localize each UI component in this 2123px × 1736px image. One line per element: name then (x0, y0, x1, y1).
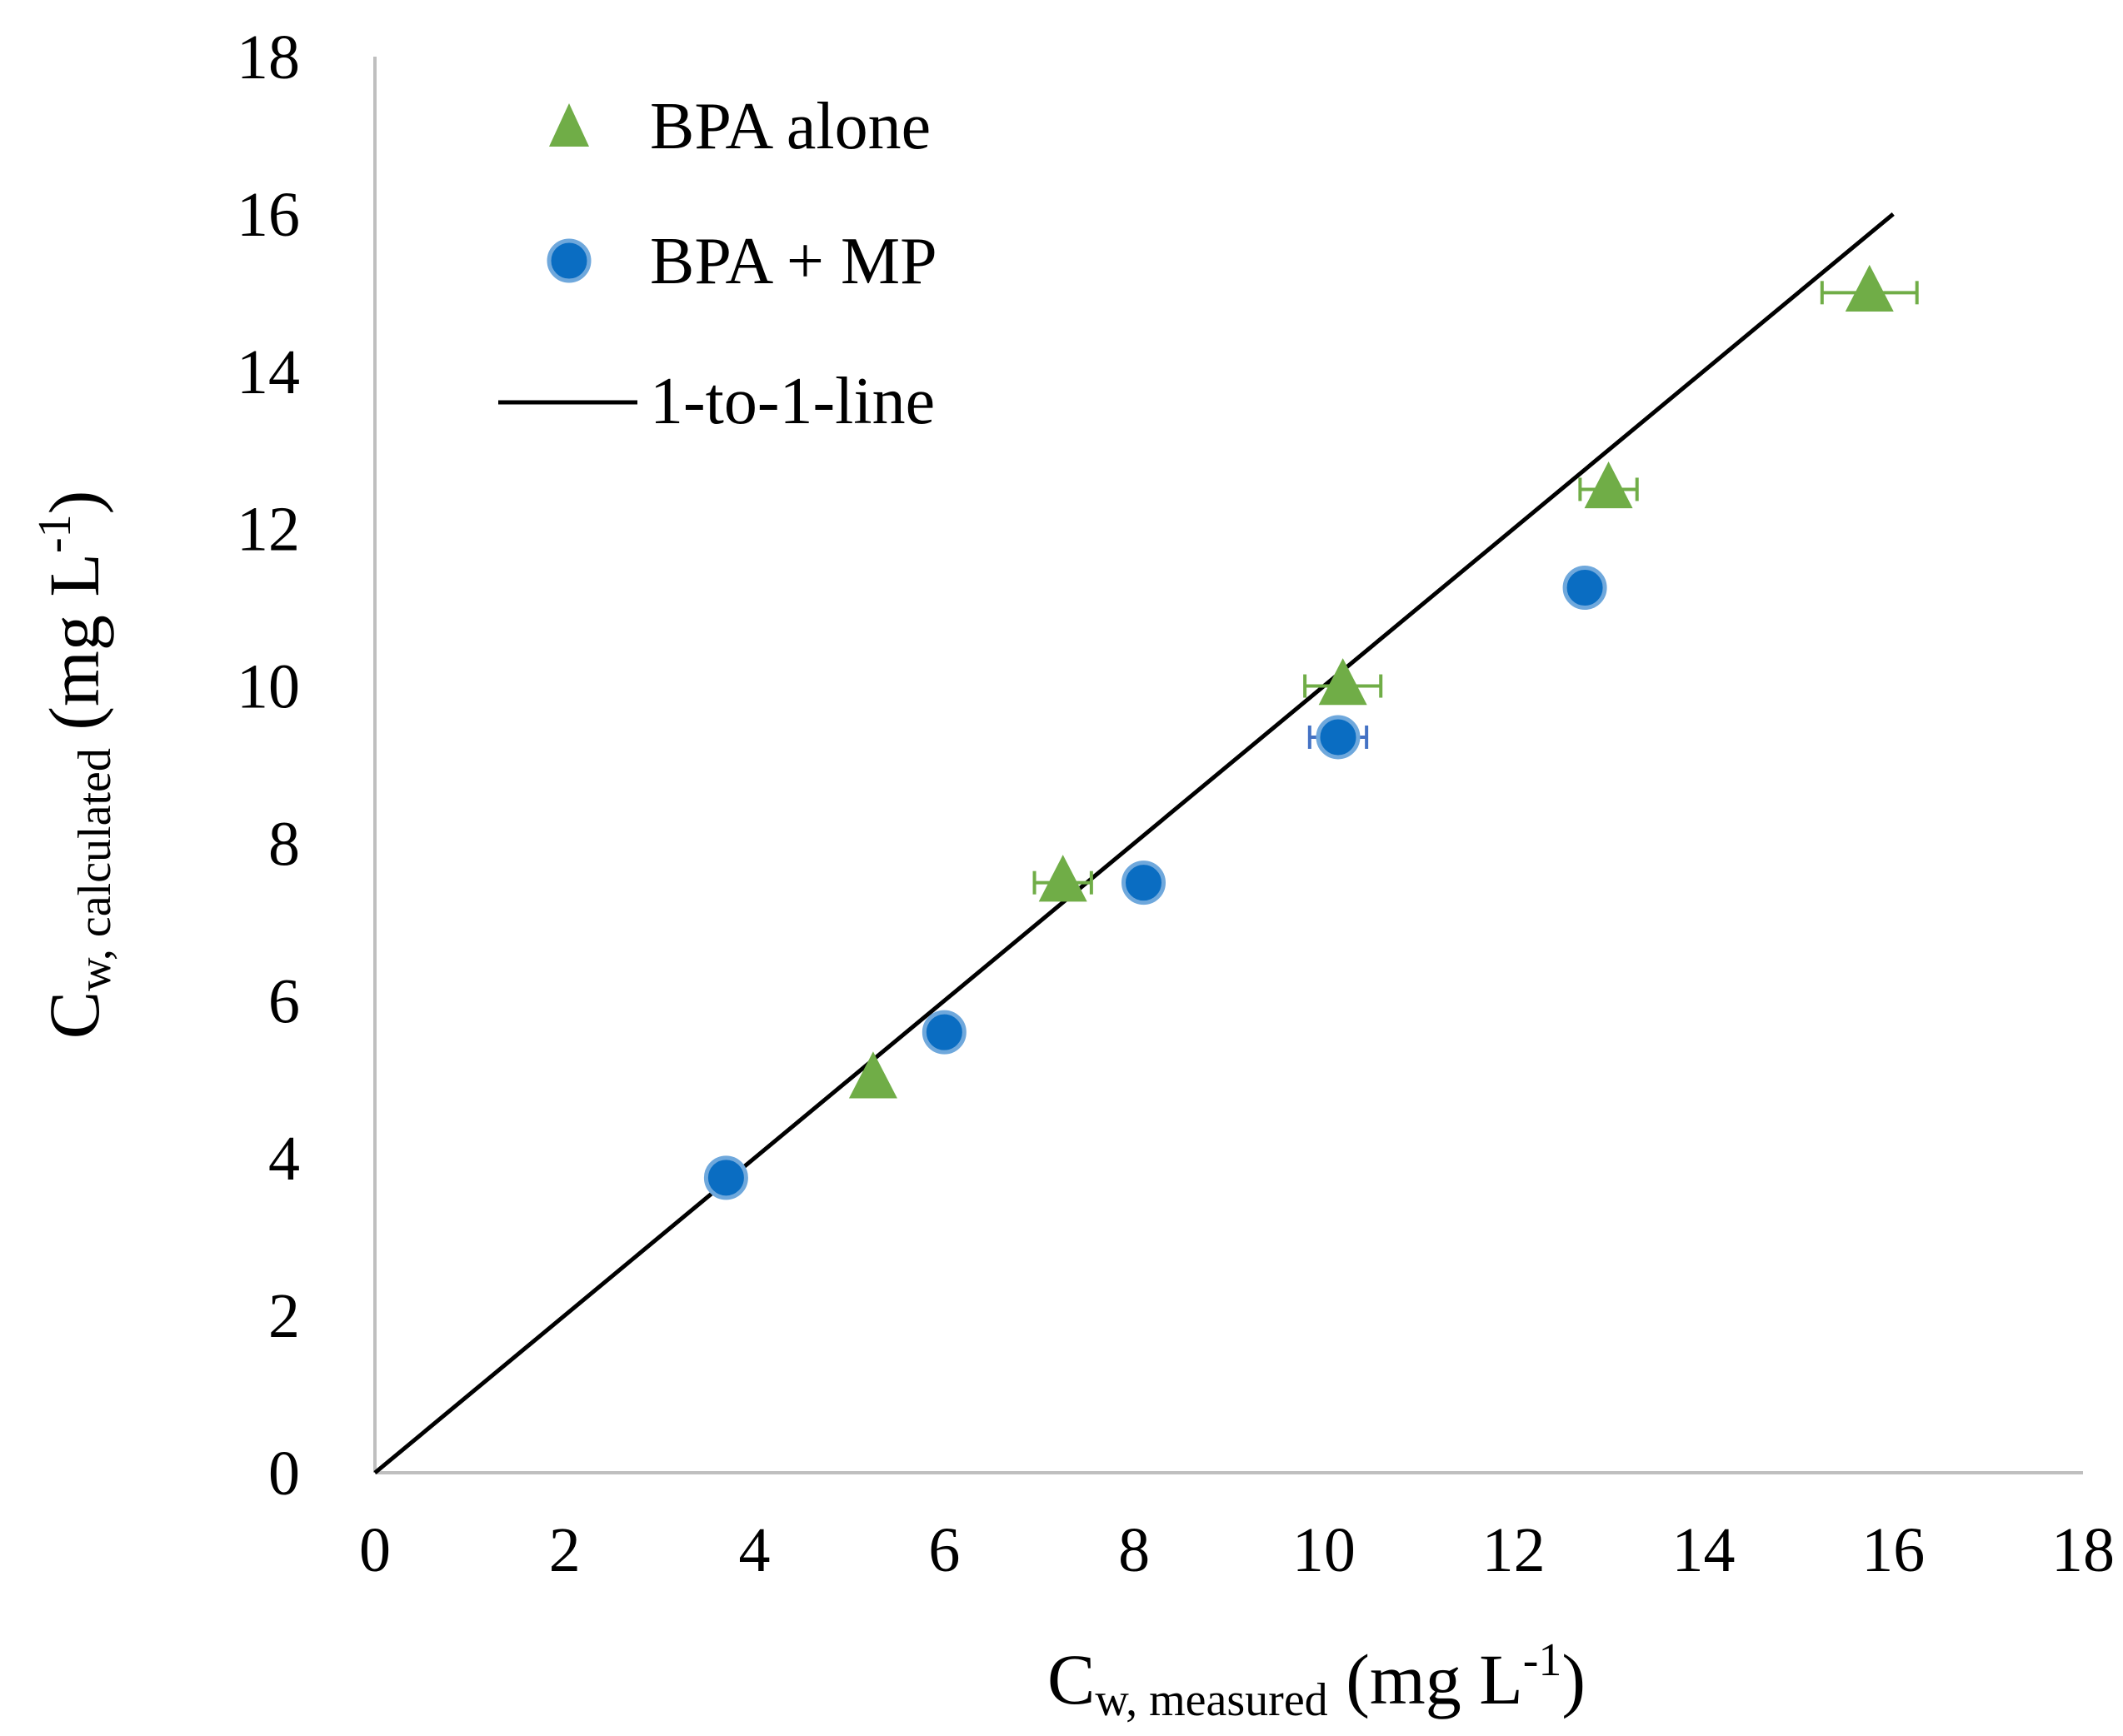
x-tick-label: 2 (549, 1515, 581, 1585)
y-tick-label: 18 (237, 22, 300, 92)
x-tick-label: 4 (739, 1515, 771, 1585)
tick-labels: 0 2 4 6 8 10 12 14 16 18 0 2 4 6 8 10 12 14 16 18 (237, 22, 2115, 1585)
y-axis-title-main: C (34, 991, 114, 1039)
y-axis-title-sub: w, calculated (69, 748, 121, 991)
x-tick-label: 10 (1292, 1515, 1356, 1585)
x-tick-label: 0 (359, 1515, 391, 1585)
x-tick-label: 18 (2051, 1515, 2115, 1585)
legend-triangle-icon (549, 103, 589, 147)
x-tick-label: 14 (1671, 1515, 1735, 1585)
y-tick-label: 16 (237, 180, 300, 250)
x-axis-title-sup: -1 (1523, 1634, 1562, 1686)
one-to-one-line (373, 212, 1895, 1474)
x-tick-label: 8 (1118, 1515, 1150, 1585)
error-bars (1032, 281, 1919, 895)
y-tick-label: 2 (268, 1281, 300, 1351)
y-axis-title-sup: -1 (29, 514, 81, 553)
y-tick-label: 0 (268, 1439, 300, 1509)
x-axis-title-close: ) (1561, 1639, 1586, 1719)
triangle-point (1584, 461, 1633, 509)
y-tick-label: 14 (237, 337, 300, 407)
one-to-one-line-layer (373, 212, 1895, 1474)
data-points (703, 264, 1894, 1200)
circle-point (703, 1155, 748, 1200)
legend-label-bpa-mp: BPA + MP (650, 225, 937, 298)
legend-label-bpa-alone: BPA alone (650, 90, 931, 163)
x-tick-label: 6 (928, 1515, 960, 1585)
x-tick-label: 16 (1861, 1515, 1925, 1585)
x-tick-label: 12 (1482, 1515, 1546, 1585)
legend: BPA alone BPA + MP 1-to-1-line (498, 90, 937, 438)
triangle-point (848, 1051, 897, 1099)
circle-point (922, 1010, 967, 1055)
axes (373, 57, 2083, 1474)
y-axis-title-close: ) (34, 491, 114, 515)
y-tick-label: 10 (237, 652, 300, 722)
triangle-point (1038, 855, 1087, 902)
triangle-point (1845, 264, 1894, 312)
triangle-point (1318, 658, 1367, 706)
y-tick-label: 4 (268, 1124, 300, 1194)
circle-point (1121, 861, 1166, 905)
y-tick-label: 8 (268, 809, 300, 879)
x-axis-title-sub: w, measured (1095, 1674, 1327, 1726)
legend-circle-icon (547, 238, 592, 283)
circle-point (1316, 715, 1361, 760)
x-axis-title-unit: (mg L (1328, 1639, 1523, 1719)
y-tick-label: 12 (237, 495, 300, 565)
circle-point (1562, 566, 1607, 610)
y-axis-title-unit: (mg L (34, 553, 114, 748)
legend-label-one-to-one-line: 1-to-1-line (650, 365, 935, 438)
x-axis-title-main: C (1047, 1639, 1095, 1719)
y-axis-title: Cw, calculated (mg L-1) (29, 491, 121, 1040)
x-axis-title: Cw, measured (mg L-1) (1047, 1634, 1586, 1726)
y-tick-label: 6 (268, 966, 300, 1036)
